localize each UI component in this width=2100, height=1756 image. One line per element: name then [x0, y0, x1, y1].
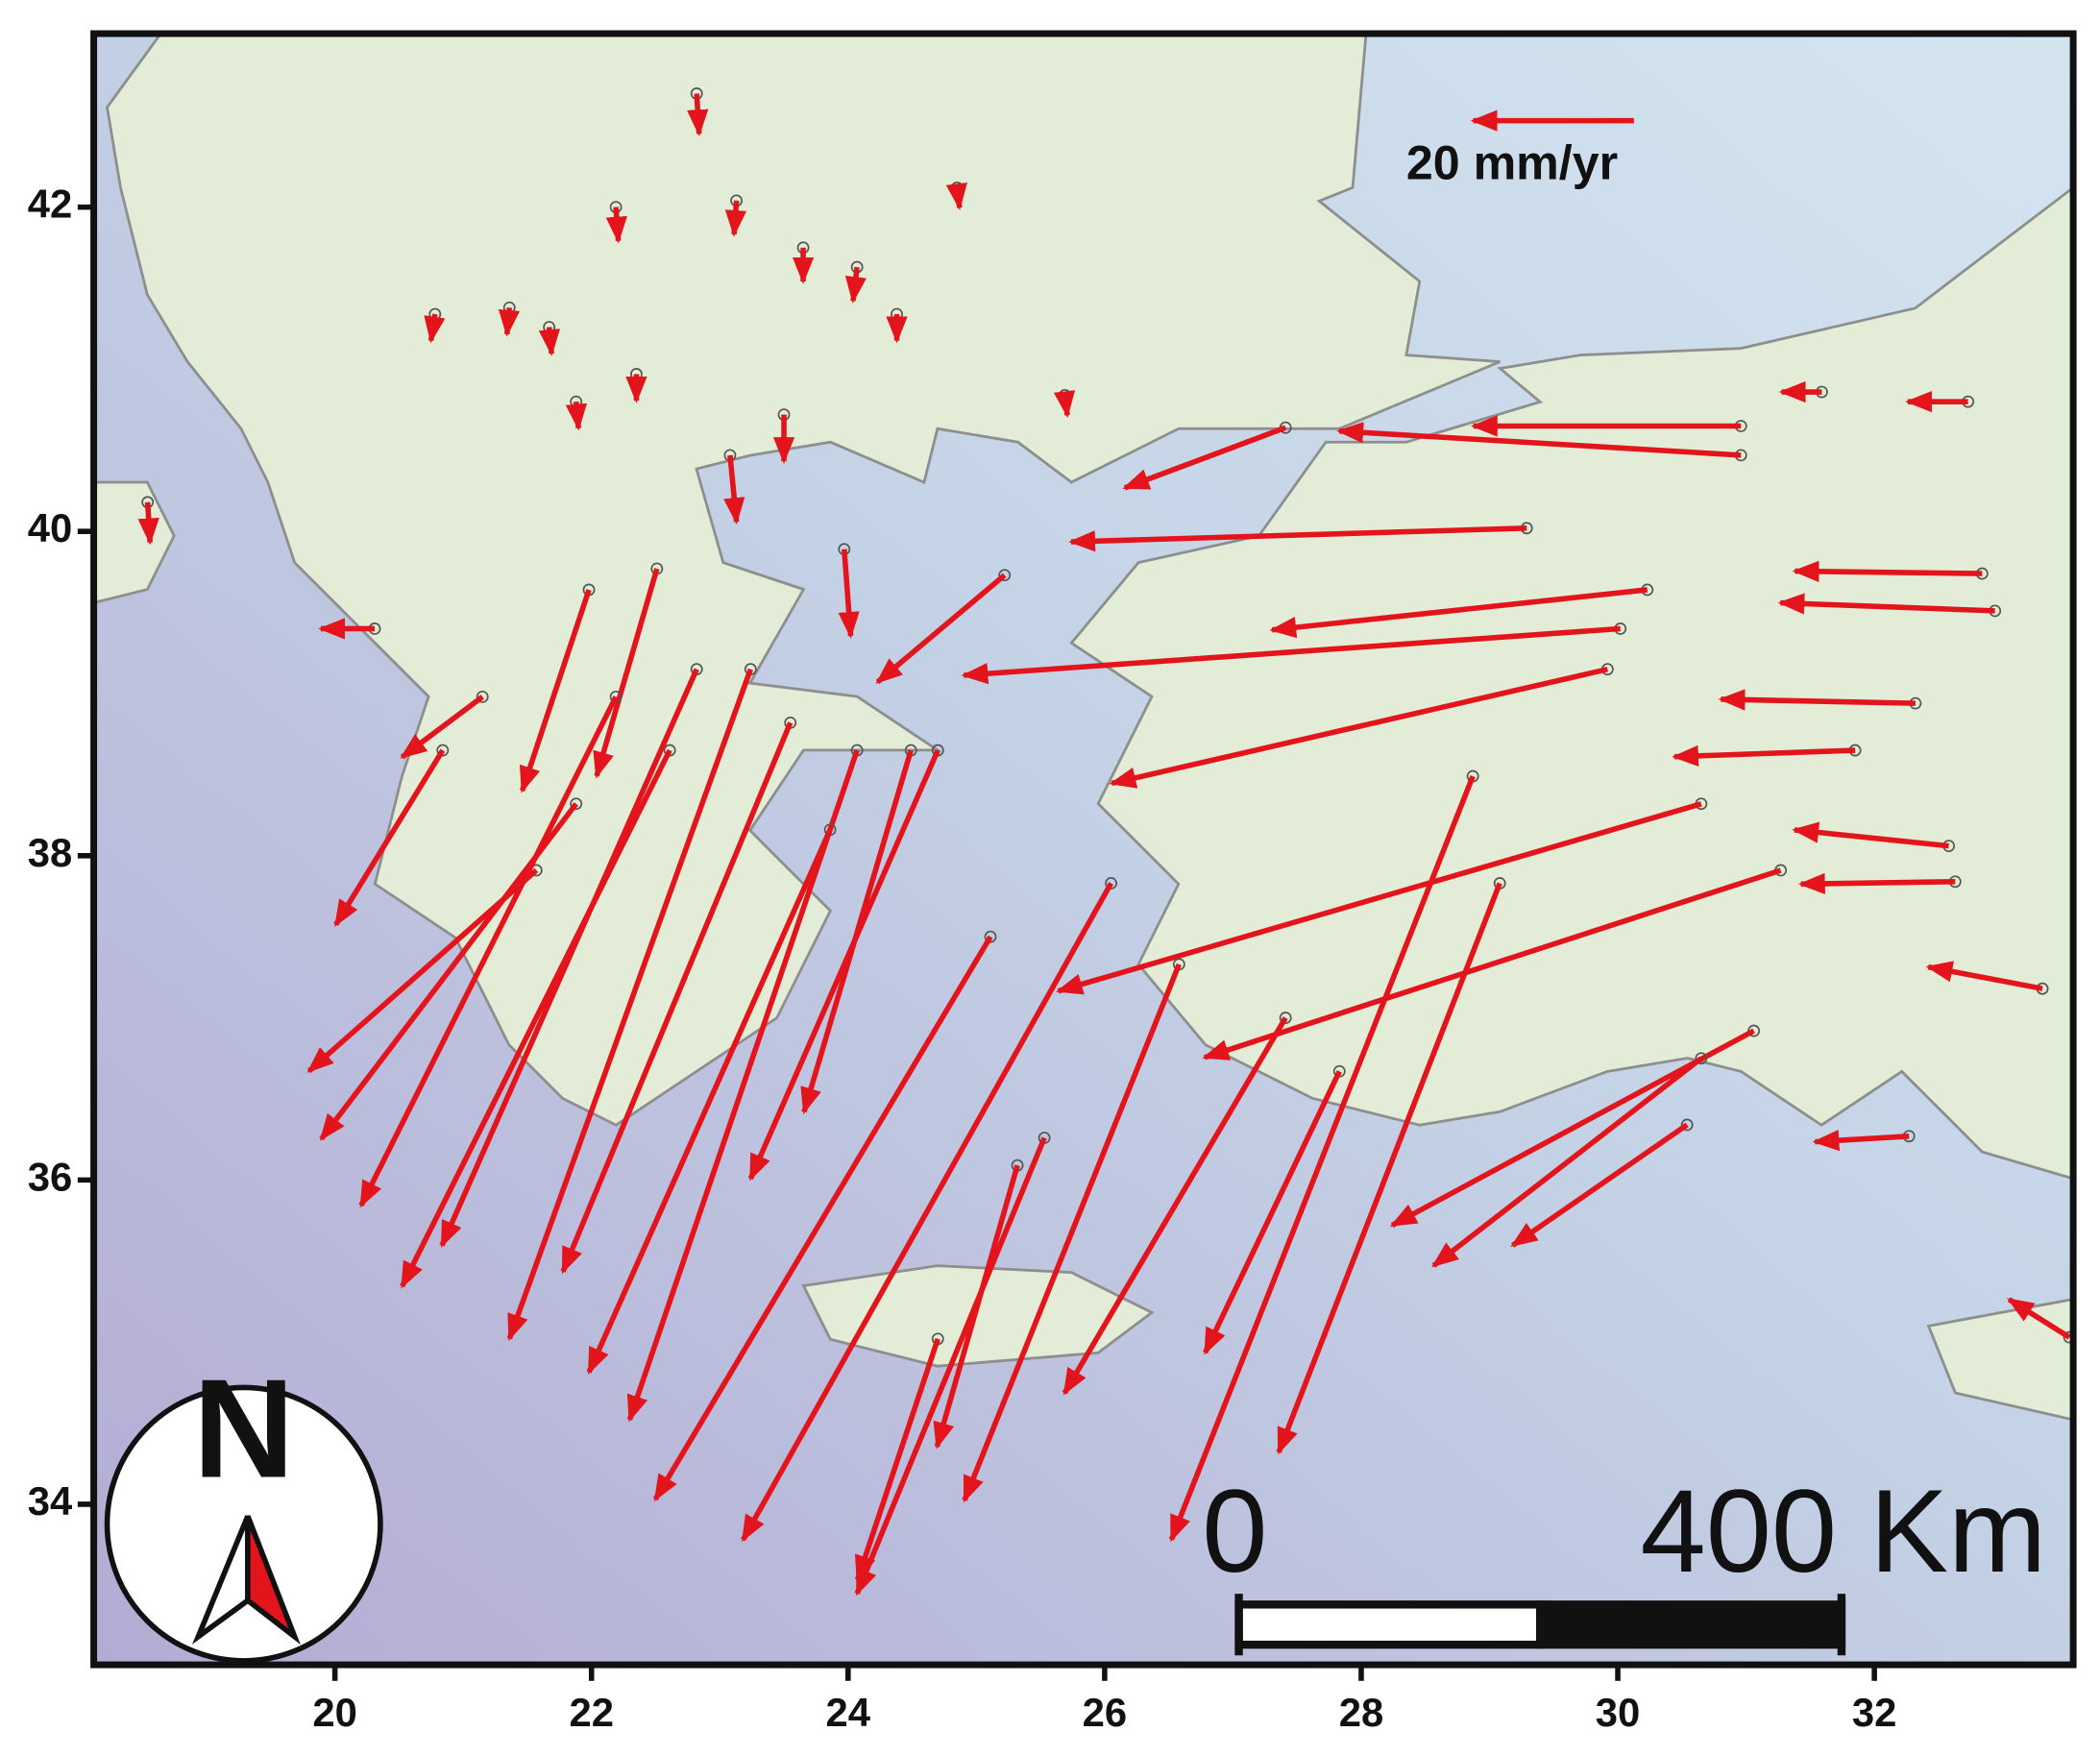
- station: [984, 930, 997, 943]
- velocity-arrow: [854, 1337, 940, 1583]
- x-tick-label: 28: [1339, 1690, 1384, 1735]
- velocity-arrow: [1672, 744, 1856, 768]
- velocity-arrow: [741, 882, 1113, 1543]
- station: [1279, 1012, 1292, 1024]
- velocity-arrow: [1055, 801, 1702, 995]
- velocity-arrow: [400, 748, 672, 1289]
- velocity-arrow: [498, 307, 521, 337]
- velocity-arrow: [962, 963, 1182, 1503]
- velocity-arrow: [723, 454, 745, 525]
- vector-layer: [137, 87, 2076, 1597]
- north-arrow: N: [104, 1351, 383, 1664]
- velocity-arrow: [506, 668, 753, 1342]
- velocity-arrow: [565, 401, 588, 431]
- velocity-arrow: [844, 266, 867, 304]
- velocity-arrow: [652, 935, 993, 1502]
- y-tick-label: 42: [28, 182, 73, 227]
- velocity-arrow: [1777, 593, 1995, 615]
- velocity-arrow: [400, 695, 484, 760]
- velocity-arrow: [560, 721, 794, 1275]
- velocity-arrow: [1925, 961, 2043, 991]
- velocity-arrow: [358, 695, 619, 1208]
- velocity-arrow: [1792, 560, 1983, 583]
- velocity-arrow: [1053, 390, 1076, 419]
- velocity-arrow: [1122, 425, 1287, 491]
- anatolia: [1069, 184, 2075, 1181]
- velocity-arrow: [747, 748, 940, 1182]
- x-tick-label: 22: [569, 1690, 614, 1735]
- velocity-arrow: [424, 313, 446, 344]
- velocity-arrow: [333, 748, 446, 927]
- velocity-arrow: [1797, 872, 1956, 895]
- velocity-arrow: [854, 1136, 1047, 1597]
- velocity-arrow: [724, 200, 747, 237]
- velocity-arrow: [1062, 1016, 1288, 1396]
- velocity-arrow: [961, 625, 1621, 685]
- scale-bar-white: [1234, 1600, 1545, 1649]
- y-tick-label: 36: [28, 1154, 73, 1199]
- velocity-arrow: [593, 568, 660, 779]
- compass-needle-right: [245, 1515, 301, 1646]
- velocity-arrow: [2007, 1297, 2071, 1340]
- station: [1695, 1052, 1708, 1065]
- velocity-arrow: [1202, 867, 1782, 1061]
- north-label: N: [193, 1351, 295, 1508]
- x-tick-label: 24: [826, 1690, 871, 1735]
- frame: [90, 30, 2077, 1669]
- velocity-arrow: [1510, 1122, 1689, 1248]
- velocity-arrow: [687, 93, 709, 137]
- scale-end-label: 400 Km: [1640, 1465, 2046, 1597]
- velocity-arrow: [1792, 821, 1949, 849]
- balkans: [106, 32, 1501, 1127]
- velocity-arrow: [1336, 422, 1742, 458]
- x-tick-label: 20: [312, 1690, 357, 1735]
- scale-bar: 0 400 Km: [1202, 1465, 2046, 1656]
- velocity-arrow: [1812, 1130, 1910, 1152]
- velocity-arrow: [945, 183, 967, 211]
- velocity-arrow: [1109, 666, 1608, 789]
- scale-start-label: 0: [1202, 1465, 1267, 1597]
- land: [92, 32, 2075, 1422]
- station: [570, 797, 583, 811]
- velocity-arrow: [875, 573, 1007, 685]
- crete: [801, 1264, 1155, 1368]
- velocity-arrow: [519, 589, 592, 793]
- scale-bar-black: [1536, 1600, 1846, 1649]
- y-tick-label: 34: [28, 1478, 73, 1524]
- y-tick-label: 40: [28, 505, 73, 550]
- velocity-arrow: [1269, 587, 1648, 639]
- velocity-arrow: [439, 668, 699, 1248]
- station: [1680, 1118, 1694, 1132]
- velocity-arrow: [1276, 882, 1502, 1455]
- station: [476, 690, 489, 703]
- velocity-arrow: [1168, 775, 1476, 1543]
- velocity-arrow: [933, 1164, 1020, 1450]
- velocity-arrow: [1718, 689, 1916, 711]
- reference-label: 20 mm/yr: [1406, 135, 1618, 189]
- x-tick-label: 26: [1083, 1690, 1128, 1735]
- velocity-arrow: [605, 207, 627, 244]
- velocity-arrow: [1431, 1056, 1703, 1268]
- x-tick-label: 30: [1596, 1690, 1641, 1735]
- velocity-arrow: [800, 749, 914, 1115]
- velocity-arrow: [538, 327, 561, 356]
- x-tick-label: 32: [1852, 1690, 1897, 1735]
- velocity-arrow: [586, 828, 833, 1375]
- station: [436, 744, 450, 757]
- velocity-arrow: [306, 867, 539, 1074]
- velocity-arrow: [137, 501, 159, 546]
- velocity-arrow: [838, 549, 860, 639]
- station: [998, 569, 1012, 582]
- y-tick-label: 38: [28, 830, 73, 875]
- velocity-arrow: [1203, 1070, 1342, 1355]
- velocity-arrow: [626, 749, 860, 1423]
- velocity-arrow: [1068, 525, 1527, 552]
